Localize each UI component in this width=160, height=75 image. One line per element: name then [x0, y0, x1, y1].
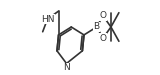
- Text: HN: HN: [41, 15, 54, 24]
- Text: N: N: [63, 64, 70, 73]
- Text: O: O: [100, 11, 107, 20]
- Text: B: B: [94, 22, 100, 32]
- Text: O: O: [100, 34, 107, 43]
